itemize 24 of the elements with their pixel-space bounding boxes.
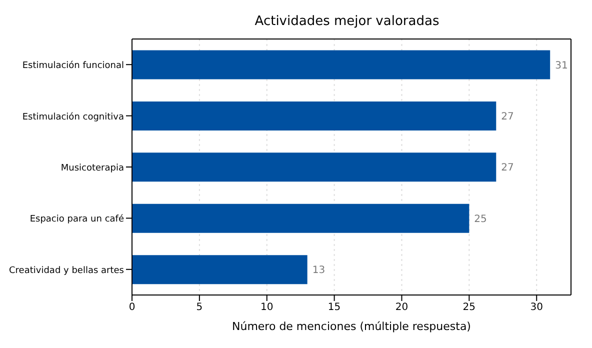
- bar: [132, 101, 496, 130]
- x-tick-label: 25: [462, 302, 476, 314]
- chart-title: Actividades mejor valoradas: [254, 14, 440, 29]
- x-tick-label: 0: [128, 302, 136, 314]
- x-axis-title: Número de menciones (múltiple respuesta): [232, 320, 471, 333]
- x-tick-label: 5: [196, 302, 203, 314]
- bar: [132, 50, 550, 80]
- data-label: 27: [501, 162, 514, 174]
- y-tick-label: Creatividad y bellas artes: [9, 266, 124, 276]
- y-tick-label: Estimulación funcional: [22, 60, 124, 72]
- y-tick-label: Estimulación cognitiva: [22, 111, 124, 122]
- data-label: 27: [501, 112, 514, 123]
- bar: [132, 152, 496, 182]
- x-tick-label: 20: [395, 302, 408, 314]
- x-tick-label: 15: [328, 302, 341, 314]
- data-label: 31: [555, 60, 568, 72]
- data-label: 13: [312, 265, 326, 276]
- y-tick-label: Musicoterapia: [60, 164, 124, 174]
- y-tick-label: Espacio para un café: [30, 214, 124, 225]
- bar: [132, 204, 470, 233]
- data-label: 25: [474, 214, 487, 225]
- bar: [132, 255, 308, 284]
- x-tick-label: 30: [530, 302, 543, 314]
- x-tick-label: 10: [260, 302, 274, 314]
